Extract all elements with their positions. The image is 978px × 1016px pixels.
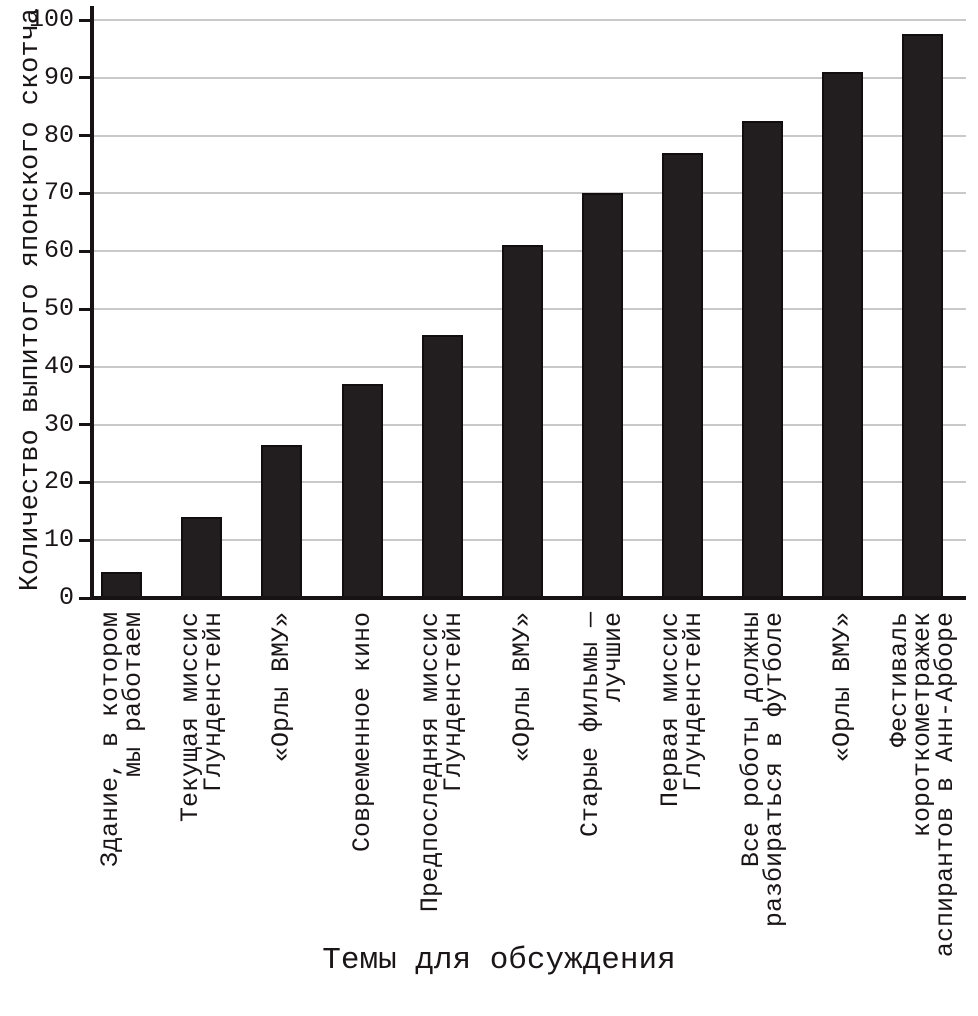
y-tick-label: 60	[43, 236, 74, 266]
y-tick-mark	[79, 18, 92, 22]
x-axis-title: Темы для обсуждения	[322, 943, 676, 978]
y-tick-label: 80	[43, 120, 74, 150]
gridline	[94, 76, 966, 79]
y-tick-mark	[79, 249, 92, 253]
x-category-label: Фестиваль короткометражек аспирантов в А…	[885, 612, 961, 958]
y-tick-mark	[79, 423, 92, 427]
y-tick-mark	[79, 134, 92, 138]
y-tick-label: 0	[58, 583, 74, 612]
bar	[261, 444, 303, 598]
y-tick-label: 90	[43, 62, 74, 92]
y-tick-mark	[79, 365, 92, 369]
y-tick-mark	[79, 191, 92, 195]
bar	[742, 121, 783, 598]
y-tick-label: 10	[43, 525, 74, 555]
bar	[341, 384, 383, 598]
x-category-label: Предпоследняя миссис Глунденстейн	[416, 612, 469, 913]
y-tick-label: 20	[43, 467, 74, 497]
y-tick-label: 70	[43, 178, 74, 208]
y-tick-label: 30	[43, 409, 74, 439]
bar	[822, 72, 864, 598]
y-tick-mark	[79, 596, 92, 600]
y-tick-mark	[79, 307, 92, 311]
y-tick-mark	[79, 480, 92, 484]
bar	[501, 245, 543, 598]
x-category-label: Современное кино	[347, 612, 377, 853]
x-category-label: Здание, в котором мы работаем	[95, 612, 148, 868]
x-category-label: «Орлы ВМУ»	[507, 612, 537, 763]
y-tick-label: 40	[43, 351, 74, 381]
y-tick-label: 50	[43, 294, 74, 323]
y-tick-mark	[79, 538, 92, 542]
x-axis-line	[90, 596, 966, 600]
bar	[581, 193, 623, 598]
x-category-label: Все роботы должны разбираться в футболе	[736, 612, 789, 928]
y-tick-label: 100	[28, 5, 74, 34]
bar	[902, 34, 944, 598]
y-axis-line	[90, 6, 94, 600]
gridline	[94, 19, 966, 21]
gridline	[94, 192, 966, 195]
x-category-label: «Орлы ВМУ»	[828, 612, 858, 763]
gridline	[94, 134, 966, 137]
bar	[421, 335, 463, 598]
x-category-label: Первая миссис Глунденстейн	[656, 612, 709, 808]
x-category-label: Текущая миссис Глунденстейн	[175, 612, 228, 823]
bar	[181, 517, 223, 598]
y-tick-mark	[79, 76, 92, 80]
bar	[661, 152, 703, 598]
x-category-label: «Орлы ВМУ»	[267, 612, 297, 763]
x-category-label: Старые фильмы — лучшие	[576, 612, 629, 838]
bar	[101, 571, 143, 598]
